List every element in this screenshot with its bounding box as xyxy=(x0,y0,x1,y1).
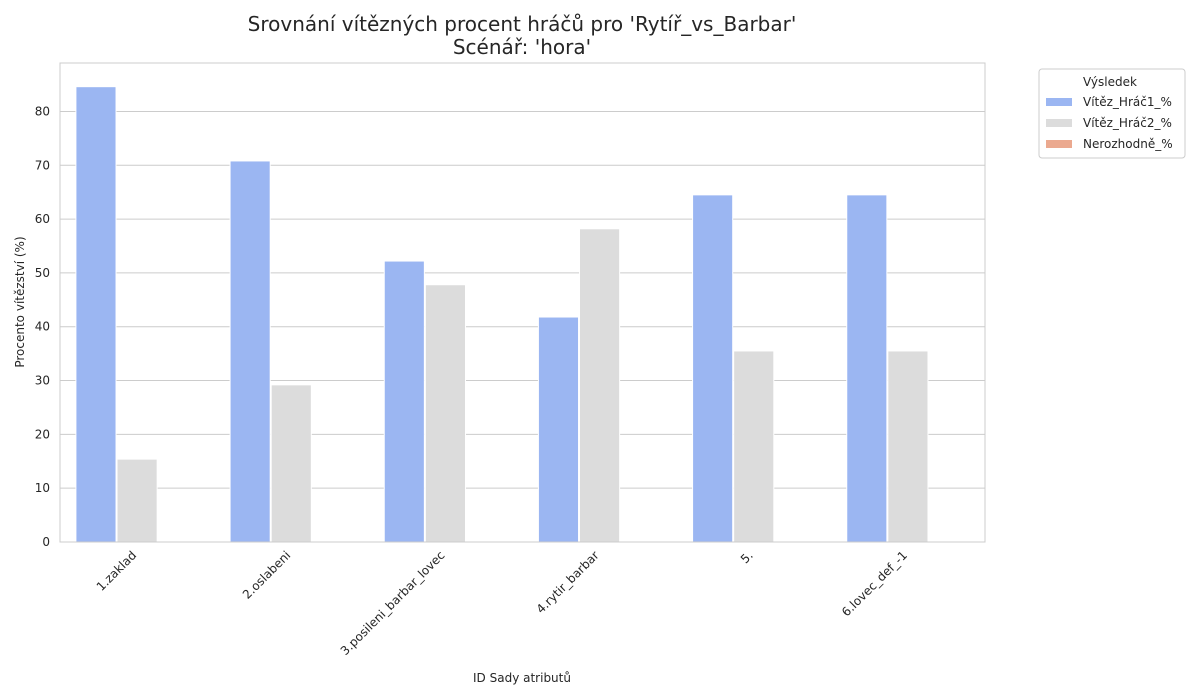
bar xyxy=(116,458,158,543)
x-tick-label: 1.zaklad xyxy=(94,548,140,594)
bar xyxy=(846,194,888,543)
bar xyxy=(424,284,466,543)
legend-label: Vítěz_Hráč2_% xyxy=(1083,116,1172,130)
y-tick-label: 50 xyxy=(35,266,50,280)
plot-area: 0 10 20 30 40 50 60 70 80 1.zaklad 2.oslabeni 3.pos… xyxy=(35,62,986,658)
y-tick-label: 60 xyxy=(35,212,50,226)
plot-background xyxy=(60,63,985,542)
bar xyxy=(537,316,580,543)
x-tick-label: 6.lovec_def_-1 xyxy=(839,548,910,619)
legend-label: Vítěz_Hráč1_% xyxy=(1083,95,1172,109)
bar xyxy=(733,350,775,543)
plot-border xyxy=(59,62,986,543)
legend-label: Nerozhodně_% xyxy=(1083,137,1173,151)
bar xyxy=(229,160,271,543)
bar xyxy=(579,228,621,543)
legend: Výsledek Vítěz_Hráč1_% Vítěz_Hráč2_% Nerozh… xyxy=(1038,68,1186,159)
y-tick-label: 30 xyxy=(35,374,50,388)
y-tick-label: 40 xyxy=(35,320,50,334)
y-tick-label: 10 xyxy=(35,481,50,495)
x-tick-label: 3.posileni_barbar_lovec xyxy=(338,548,448,658)
y-axis-label: Procento vítězství (%) xyxy=(13,236,27,367)
legend-box xyxy=(1038,68,1186,159)
y-tick-label: 0 xyxy=(42,535,50,549)
chart-title-line2: Scénář: 'hora' xyxy=(453,35,591,59)
bar xyxy=(383,260,425,543)
x-tick-label: 5. xyxy=(738,548,756,566)
legend-swatch xyxy=(1046,140,1072,148)
bar xyxy=(692,194,734,543)
y-tick-label: 70 xyxy=(35,158,50,172)
y-tick-label: 80 xyxy=(35,104,50,118)
y-tick-label: 20 xyxy=(35,427,50,441)
x-tick-label: 4.rytir_barbar xyxy=(534,548,602,616)
legend-title: Výsledek xyxy=(1083,75,1137,89)
legend-swatch xyxy=(1046,119,1072,127)
chart-title-line1: Srovnání vítězných procent hráčů pro 'Ry… xyxy=(248,12,797,36)
legend-swatch xyxy=(1046,98,1072,106)
x-tick-label: 2.oslabeni xyxy=(240,548,294,602)
bar xyxy=(270,384,312,543)
x-axis-label: ID Sady atributů xyxy=(473,671,571,685)
bar xyxy=(887,350,929,543)
bar xyxy=(75,86,117,543)
